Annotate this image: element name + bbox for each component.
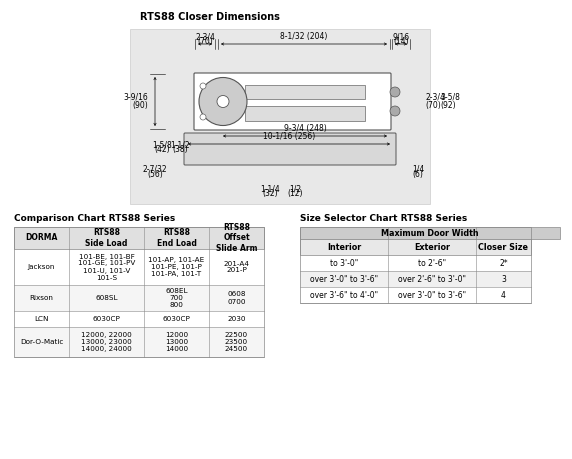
- Text: 3-5/8: 3-5/8: [440, 93, 460, 102]
- Text: over 2'-6" to 3'-0": over 2'-6" to 3'-0": [398, 274, 466, 284]
- Text: (70): (70): [197, 37, 213, 46]
- Text: 6030CP: 6030CP: [93, 316, 121, 322]
- Text: 2-3/4: 2-3/4: [195, 32, 215, 41]
- Text: Maximum Door Width: Maximum Door Width: [381, 229, 479, 237]
- Text: RTS88
End Load: RTS88 End Load: [157, 228, 196, 248]
- Bar: [14, 327, 264, 357]
- Text: (70): (70): [425, 101, 441, 110]
- Text: Size Selector Chart RTS88 Series: Size Selector Chart RTS88 Series: [300, 214, 467, 223]
- Text: Exterior: Exterior: [414, 242, 450, 252]
- Text: LCN: LCN: [34, 316, 49, 322]
- Bar: [14, 285, 264, 311]
- Bar: [130, 29, 430, 204]
- Circle shape: [390, 106, 400, 116]
- Text: to 3'-0": to 3'-0": [330, 258, 358, 268]
- Bar: [245, 85, 365, 99]
- Text: (12): (12): [287, 189, 303, 198]
- Text: 0608
0700: 0608 0700: [227, 291, 246, 304]
- Text: RTS88
Offset
Slide Arm: RTS88 Offset Slide Arm: [216, 223, 257, 253]
- Text: Dor-O-Matic: Dor-O-Matic: [20, 339, 63, 345]
- Bar: [300, 239, 531, 255]
- Text: (92): (92): [440, 101, 456, 110]
- Text: Interior: Interior: [327, 242, 361, 252]
- Text: 4: 4: [501, 291, 506, 300]
- Text: 101-AP, 101-AE
101-PE, 101-P
101-PA, 101-T: 101-AP, 101-AE 101-PE, 101-P 101-PA, 101…: [148, 257, 205, 277]
- Text: Jackson: Jackson: [28, 264, 55, 270]
- Text: 2*: 2*: [499, 258, 508, 268]
- Text: 2-3/4: 2-3/4: [425, 93, 445, 102]
- Circle shape: [390, 87, 400, 97]
- Text: RTS88 Closer Dimensions: RTS88 Closer Dimensions: [140, 12, 280, 22]
- Text: 1-5/8: 1-5/8: [152, 140, 172, 149]
- Text: Rixson: Rixson: [30, 295, 53, 301]
- Text: 201-A4
201-P: 201-A4 201-P: [224, 261, 249, 274]
- Text: 3-9/16: 3-9/16: [123, 93, 148, 102]
- Text: (90): (90): [132, 101, 148, 110]
- Text: 2-7/32: 2-7/32: [142, 165, 168, 174]
- Bar: [245, 106, 365, 121]
- Text: 608EL
700
800: 608EL 700 800: [165, 288, 188, 308]
- Text: 101-BE, 101-BF
101-GE, 101-PV
101-U, 101-V
101-S: 101-BE, 101-BF 101-GE, 101-PV 101-U, 101…: [78, 253, 135, 280]
- Bar: [300, 227, 560, 239]
- Text: 22500
23500
24500: 22500 23500 24500: [225, 332, 248, 352]
- Bar: [14, 227, 264, 357]
- Text: over 3'-0" to 3'-6": over 3'-0" to 3'-6": [398, 291, 466, 300]
- Bar: [14, 227, 264, 249]
- Text: (6): (6): [412, 170, 423, 179]
- Text: 12000
13000
14000: 12000 13000 14000: [165, 332, 188, 352]
- Text: (38): (38): [172, 145, 188, 154]
- Text: 1-1/2: 1-1/2: [170, 140, 190, 149]
- Text: 1/4: 1/4: [412, 165, 424, 174]
- FancyBboxPatch shape: [194, 73, 391, 130]
- Circle shape: [200, 83, 206, 89]
- Text: 12000, 22000
13000, 23000
14000, 24000: 12000, 22000 13000, 23000 14000, 24000: [81, 332, 132, 352]
- Circle shape: [217, 95, 229, 107]
- Text: 2030: 2030: [227, 316, 246, 322]
- Text: (56): (56): [147, 170, 163, 179]
- Text: 1/2: 1/2: [289, 184, 301, 193]
- Bar: [300, 227, 531, 303]
- Text: DORMA: DORMA: [25, 234, 58, 242]
- Text: 10-1/16 (256): 10-1/16 (256): [263, 132, 315, 141]
- Text: 6030CP: 6030CP: [162, 316, 190, 322]
- Text: 8-1/32 (204): 8-1/32 (204): [280, 32, 328, 41]
- Text: (42): (42): [154, 145, 170, 154]
- Text: (32): (32): [262, 189, 278, 198]
- Text: 1-1/4: 1-1/4: [260, 184, 280, 193]
- Text: 3: 3: [501, 274, 506, 284]
- Text: 608SL: 608SL: [96, 295, 118, 301]
- Text: Closer Size: Closer Size: [479, 242, 529, 252]
- Text: to 2'-6": to 2'-6": [418, 258, 446, 268]
- Text: over 3'-6" to 4'-0": over 3'-6" to 4'-0": [310, 291, 378, 300]
- Circle shape: [200, 114, 206, 120]
- Circle shape: [199, 78, 247, 125]
- FancyBboxPatch shape: [184, 133, 396, 165]
- Text: (14): (14): [393, 37, 409, 46]
- Text: over 3'-0" to 3'-6": over 3'-0" to 3'-6": [310, 274, 378, 284]
- Text: 9/16: 9/16: [392, 32, 410, 41]
- Text: RTS88
Side Load: RTS88 Side Load: [85, 228, 128, 248]
- Text: Comparison Chart RTS88 Series: Comparison Chart RTS88 Series: [14, 214, 175, 223]
- Bar: [300, 271, 531, 287]
- Text: 9-3/4 (248): 9-3/4 (248): [284, 124, 327, 133]
